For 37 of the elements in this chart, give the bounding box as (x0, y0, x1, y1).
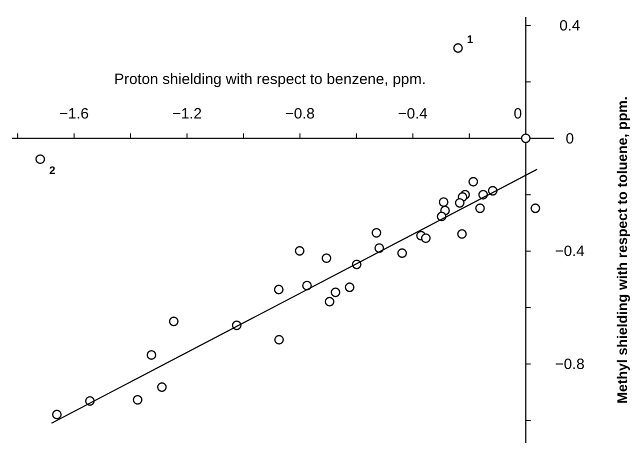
point (468, 176, 478, 187)
point (132, 394, 142, 405)
point (168, 316, 179, 326)
point (372, 228, 382, 238)
annotation: 2 (49, 165, 56, 178)
point (344, 282, 354, 292)
point (274, 284, 284, 294)
point (146, 350, 156, 360)
y-tick-label: −0.4 (554, 243, 585, 260)
x-tick-label: 0 (514, 105, 522, 122)
point (420, 233, 431, 244)
point (453, 43, 463, 53)
point (274, 334, 284, 345)
y-tick-label: 0.4 (559, 17, 580, 34)
point (322, 253, 332, 264)
y-tick-label: 0 (566, 130, 574, 148)
point (454, 198, 465, 208)
y-tick-label: −0.8 (554, 356, 585, 374)
x-tick-label: −1.2 (172, 105, 202, 122)
annotation: 1 (467, 34, 474, 46)
y-axis-title: Methyl shielding with respect to toluene, ppm. (614, 96, 630, 404)
point (35, 154, 46, 164)
point (294, 246, 305, 256)
x-tick-label: −1.6 (59, 105, 89, 122)
x-axis-title: Proton shielding with respect to benzene, ppm. (114, 71, 426, 88)
x-tick-label: −0.8 (285, 105, 315, 122)
point (530, 203, 540, 214)
point (330, 288, 340, 298)
point (157, 382, 167, 392)
x-tick-label: −0.4 (398, 105, 428, 122)
point (457, 229, 467, 239)
point (475, 203, 485, 214)
point (52, 410, 62, 420)
point (438, 197, 448, 207)
point (520, 133, 531, 144)
point (397, 248, 407, 258)
point (324, 296, 334, 307)
